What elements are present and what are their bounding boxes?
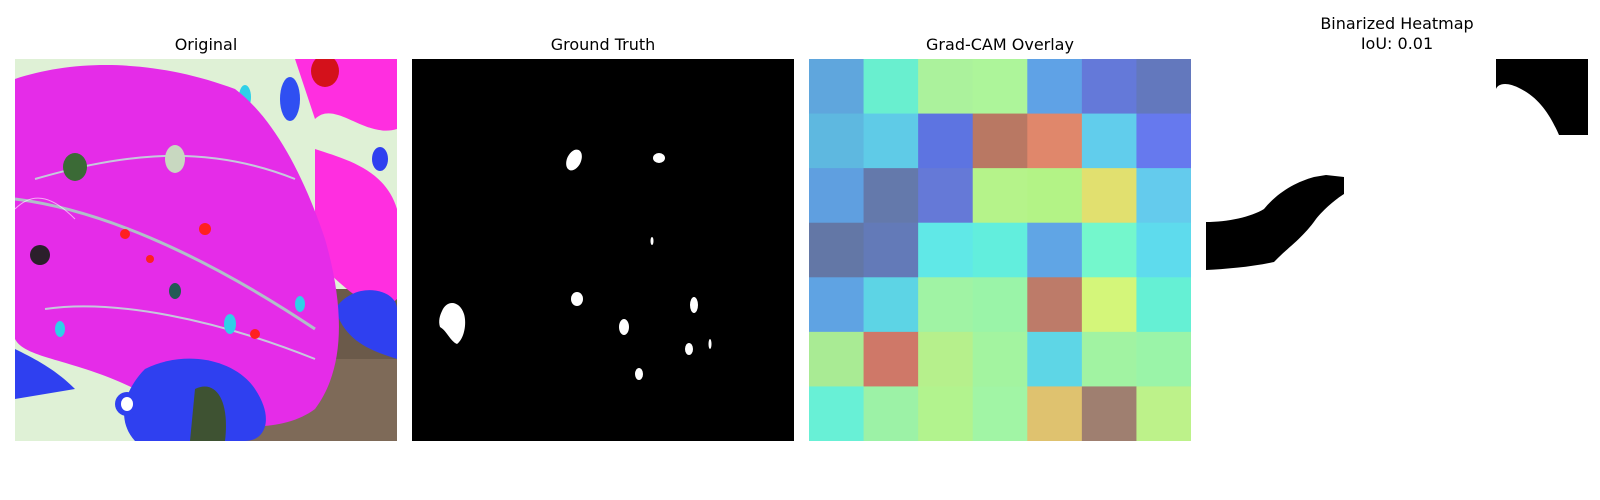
gradcam-cell bbox=[863, 331, 919, 387]
gradcam-cell bbox=[863, 113, 919, 169]
binarized-mask bbox=[1206, 59, 1588, 441]
gradcam-cell bbox=[863, 222, 919, 278]
gradcam-cell bbox=[918, 386, 974, 441]
gradcam-cell bbox=[1081, 331, 1137, 387]
gradcam-cell bbox=[809, 277, 865, 333]
gradcam-cell bbox=[918, 277, 974, 333]
gradcam-cell bbox=[972, 113, 1028, 169]
gradcam-cell bbox=[1081, 277, 1137, 333]
gradcam-cell bbox=[1027, 59, 1083, 115]
gradcam-cell bbox=[1027, 386, 1083, 441]
gradcam-cell bbox=[1081, 222, 1137, 278]
gradcam-cell bbox=[1136, 386, 1191, 441]
gradcam-cell bbox=[1081, 59, 1137, 115]
gradcam-cell bbox=[863, 386, 919, 441]
gradcam-cell bbox=[1027, 113, 1083, 169]
gradcam-cell bbox=[918, 59, 974, 115]
binarized-mask-graphic bbox=[1206, 59, 1588, 441]
gradcam-cell bbox=[809, 386, 865, 441]
gradcam-cell bbox=[809, 113, 865, 169]
leaf-image-graphic bbox=[15, 59, 397, 441]
original-panel: Original bbox=[15, 0, 397, 500]
gradcam-cell bbox=[809, 331, 865, 387]
gradcam-cell bbox=[1027, 277, 1083, 333]
gradcam-cell bbox=[972, 59, 1028, 115]
gradcam-heatmap-graphic bbox=[809, 59, 1191, 441]
gradcam-cell bbox=[809, 222, 865, 278]
gradcam-cell bbox=[1081, 113, 1137, 169]
gradcam-cell bbox=[1136, 222, 1191, 278]
binarized-panel: Binarized Heatmap IoU: 0.01 bbox=[1206, 0, 1588, 500]
binarized-title: Binarized Heatmap IoU: 0.01 bbox=[1206, 14, 1588, 54]
gradcam-heatmap bbox=[809, 59, 1191, 441]
gradcam-cell bbox=[809, 168, 865, 224]
ground-truth-mask-graphic bbox=[412, 59, 794, 441]
gradcam-cell bbox=[1136, 113, 1191, 169]
binarized-title-main: Binarized Heatmap bbox=[1320, 14, 1474, 33]
ground-truth-title: Ground Truth bbox=[550, 35, 656, 54]
gradcam-cell bbox=[972, 222, 1028, 278]
original-title: Original bbox=[174, 35, 238, 54]
gradcam-cell bbox=[1081, 168, 1137, 224]
gradcam-cell bbox=[918, 222, 974, 278]
gradcam-cell bbox=[918, 168, 974, 224]
gradcam-panel: Grad-CAM Overlay bbox=[809, 0, 1191, 500]
gradcam-cell bbox=[972, 168, 1028, 224]
gradcam-cell bbox=[863, 59, 919, 115]
gradcam-cell bbox=[918, 331, 974, 387]
ground-truth-mask bbox=[412, 59, 794, 441]
gradcam-cell bbox=[863, 277, 919, 333]
gradcam-cell bbox=[1027, 331, 1083, 387]
gradcam-cell bbox=[1136, 59, 1191, 115]
gradcam-title: Grad-CAM Overlay bbox=[926, 35, 1074, 54]
gradcam-cell bbox=[1136, 168, 1191, 224]
ground-truth-panel: Ground Truth bbox=[412, 0, 794, 500]
gradcam-cell bbox=[1081, 386, 1137, 441]
gradcam-cell bbox=[809, 59, 865, 115]
leaf-image bbox=[15, 59, 397, 441]
iou-score: IoU: 0.01 bbox=[1360, 34, 1434, 53]
gradcam-cell bbox=[918, 113, 974, 169]
gradcam-cell bbox=[1136, 277, 1191, 333]
gradcam-cell bbox=[972, 331, 1028, 387]
gradcam-cell bbox=[1136, 331, 1191, 387]
gradcam-cell bbox=[863, 168, 919, 224]
gradcam-cell bbox=[972, 277, 1028, 333]
gradcam-cell bbox=[1027, 168, 1083, 224]
gradcam-cell bbox=[1027, 222, 1083, 278]
gradcam-cell bbox=[972, 386, 1028, 441]
